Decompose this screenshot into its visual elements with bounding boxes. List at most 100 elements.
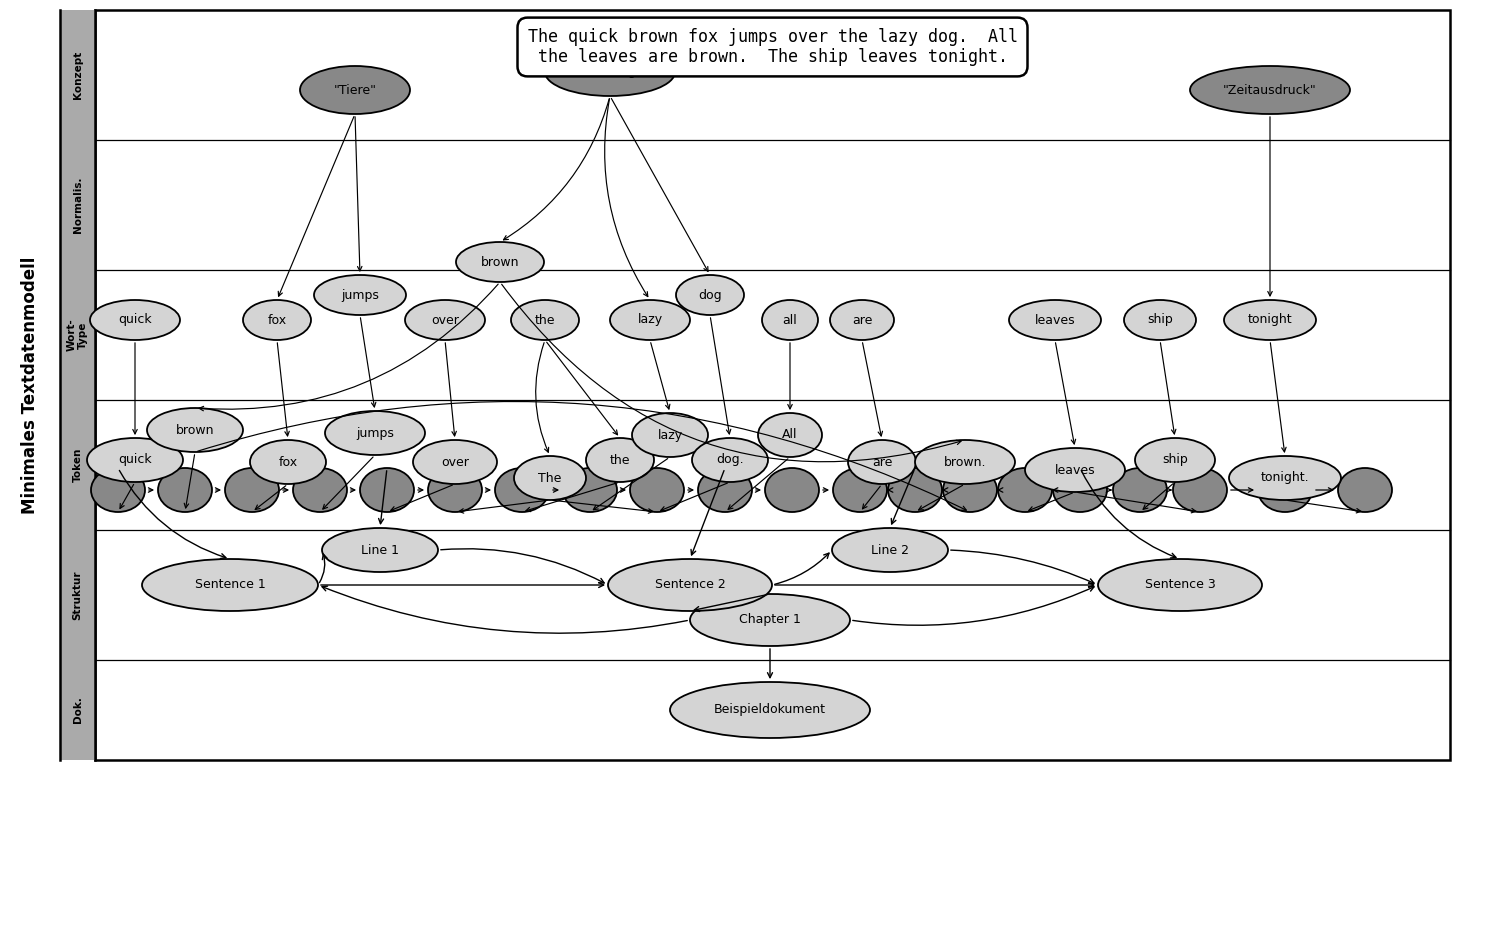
Ellipse shape (832, 468, 888, 512)
Text: Line 2: Line 2 (871, 544, 909, 557)
Ellipse shape (299, 66, 410, 114)
Text: quick: quick (118, 453, 151, 466)
Text: All: All (783, 429, 798, 442)
Ellipse shape (513, 456, 585, 500)
Text: fox: fox (268, 314, 286, 327)
Ellipse shape (829, 300, 894, 340)
Text: Sentence 3: Sentence 3 (1145, 578, 1216, 592)
Ellipse shape (406, 300, 485, 340)
Text: lazy: lazy (657, 429, 683, 442)
Bar (94, 10, 1451, 760)
Text: are: are (871, 456, 892, 468)
Ellipse shape (1135, 438, 1216, 482)
Ellipse shape (359, 468, 415, 512)
Ellipse shape (698, 468, 751, 512)
Text: leaves: leaves (1034, 314, 1075, 327)
Ellipse shape (87, 438, 183, 482)
Text: Sentence 2: Sentence 2 (654, 578, 726, 592)
Ellipse shape (496, 468, 549, 512)
Text: Struktur: Struktur (72, 570, 82, 620)
Text: tonight: tonight (1247, 314, 1292, 327)
Text: fox: fox (278, 456, 298, 468)
Ellipse shape (690, 594, 850, 646)
Text: over: over (431, 314, 460, 327)
Ellipse shape (1052, 468, 1106, 512)
Ellipse shape (147, 408, 243, 452)
Ellipse shape (243, 300, 311, 340)
Text: Dok.: Dok. (72, 696, 82, 723)
Text: dog: dog (698, 288, 722, 301)
Ellipse shape (1338, 468, 1392, 512)
Ellipse shape (608, 559, 772, 611)
Ellipse shape (585, 438, 654, 482)
Text: Minimales Textdatenmodell: Minimales Textdatenmodell (21, 256, 39, 513)
Text: brown: brown (481, 255, 519, 268)
Ellipse shape (677, 275, 744, 315)
Ellipse shape (632, 413, 708, 457)
Text: lazy: lazy (638, 314, 663, 327)
Ellipse shape (1225, 300, 1316, 340)
Text: brown.: brown. (943, 456, 987, 468)
Text: dog.: dog. (716, 453, 744, 466)
Ellipse shape (832, 528, 948, 572)
Text: Konzept: Konzept (72, 51, 82, 99)
Ellipse shape (428, 468, 482, 512)
Ellipse shape (314, 275, 406, 315)
Ellipse shape (90, 300, 180, 340)
Text: the: the (609, 453, 630, 466)
Ellipse shape (413, 440, 497, 484)
Ellipse shape (1097, 559, 1262, 611)
Ellipse shape (609, 300, 690, 340)
Text: Normalis.: Normalis. (72, 177, 82, 234)
Ellipse shape (671, 682, 870, 738)
Ellipse shape (159, 468, 213, 512)
Ellipse shape (998, 468, 1052, 512)
Ellipse shape (1112, 468, 1168, 512)
Text: Chapter 1: Chapter 1 (740, 613, 801, 626)
Text: "Tiere": "Tiere" (334, 84, 377, 96)
Ellipse shape (762, 300, 817, 340)
Ellipse shape (1229, 456, 1341, 500)
Text: Line 1: Line 1 (361, 544, 400, 557)
Text: leaves: leaves (1055, 463, 1096, 477)
Text: Wort-
Type: Wort- Type (67, 318, 88, 351)
Bar (60, 10, 94, 760)
Ellipse shape (692, 438, 768, 482)
Text: are: are (852, 314, 873, 327)
Ellipse shape (1124, 300, 1196, 340)
Text: ship: ship (1147, 314, 1172, 327)
Ellipse shape (545, 48, 675, 96)
Text: over: over (442, 456, 469, 468)
Text: Beispieldokument: Beispieldokument (714, 704, 826, 717)
Ellipse shape (250, 440, 326, 484)
Ellipse shape (293, 468, 347, 512)
Ellipse shape (457, 242, 543, 282)
Text: quick: quick (118, 314, 151, 327)
Text: "Wertung": "Wertung" (578, 66, 642, 78)
Ellipse shape (322, 528, 439, 572)
Ellipse shape (1009, 300, 1100, 340)
Text: the: the (534, 314, 555, 327)
Ellipse shape (91, 468, 145, 512)
Ellipse shape (325, 411, 425, 455)
Text: The: The (539, 472, 561, 484)
Ellipse shape (225, 468, 278, 512)
Text: tonight.: tonight. (1260, 472, 1310, 484)
Ellipse shape (1174, 468, 1228, 512)
Ellipse shape (1190, 66, 1350, 114)
Ellipse shape (765, 468, 819, 512)
Text: "Zeitausdruck": "Zeitausdruck" (1223, 84, 1317, 96)
Ellipse shape (943, 468, 997, 512)
Text: all: all (783, 314, 798, 327)
Ellipse shape (888, 468, 942, 512)
Text: Token: Token (72, 447, 82, 482)
Ellipse shape (757, 413, 822, 457)
Ellipse shape (630, 468, 684, 512)
Ellipse shape (563, 468, 617, 512)
Text: Sentence 1: Sentence 1 (195, 578, 265, 592)
Ellipse shape (1025, 448, 1126, 492)
Ellipse shape (915, 440, 1015, 484)
Text: jumps: jumps (356, 427, 394, 440)
Text: ship: ship (1162, 453, 1189, 466)
Ellipse shape (1257, 468, 1311, 512)
